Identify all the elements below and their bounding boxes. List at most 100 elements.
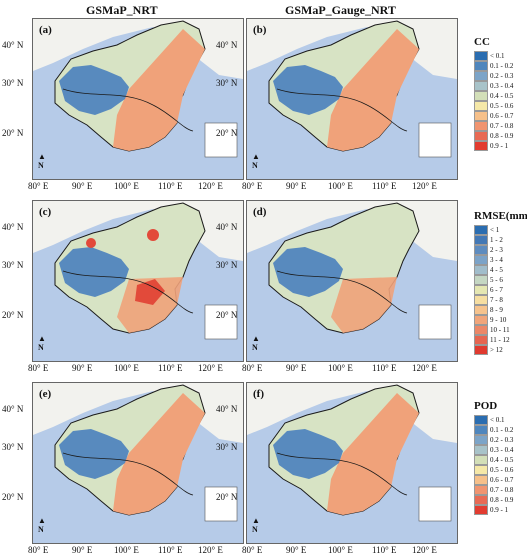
- latitude-label: 30° N: [2, 260, 24, 270]
- legend-item: 7 - 8: [474, 295, 527, 305]
- legend-item-label: 5 - 6: [490, 276, 503, 284]
- legend-item: 9 - 10: [474, 315, 527, 325]
- legend-item: 3 - 4: [474, 255, 527, 265]
- panel-label: (b): [253, 24, 267, 36]
- longitude-label: 110° E: [158, 363, 183, 373]
- legend-swatch: [474, 235, 488, 245]
- legend-item-label: 3 - 4: [490, 256, 503, 264]
- longitude-label: 90° E: [72, 363, 93, 373]
- legend-swatch: [474, 305, 488, 315]
- legend-item-label: 0.1 - 0.2: [490, 426, 514, 434]
- latitude-label: 30° N: [2, 78, 24, 88]
- latitude-label: 40° N: [2, 404, 24, 414]
- legend-swatch: [474, 435, 488, 445]
- legend-item: 0.3 - 0.4: [474, 81, 513, 91]
- legend-item: 6 - 7: [474, 285, 527, 295]
- legend-swatch: [474, 121, 488, 131]
- legend-swatch: [474, 91, 488, 101]
- legend-item-label: < 0.1: [490, 416, 505, 424]
- map-panel-a: (a) ▲ N: [32, 18, 244, 180]
- map-panel-e: (e) ▲ N: [32, 382, 244, 544]
- legend-item-label: 0.4 - 0.5: [490, 456, 514, 464]
- longitude-label: 80° E: [242, 545, 263, 555]
- longitude-label: 100° E: [114, 181, 139, 191]
- legend-rmse: RMSE(mm) < 1 1 - 2 2 - 3 3 - 4 4 - 5 5 - 6 6 - …: [474, 210, 527, 355]
- legend-item: 0.6 - 0.7: [474, 475, 513, 485]
- legend-item-label: < 0.1: [490, 52, 505, 60]
- north-label: N: [38, 525, 44, 534]
- legend-item-label: 0.7 - 0.8: [490, 486, 514, 494]
- legend-swatch: [474, 345, 488, 355]
- legend-item-label: 0.4 - 0.5: [490, 92, 514, 100]
- legend-item: 0.1 - 0.2: [474, 425, 513, 435]
- legend-item-label: 9 - 10: [490, 316, 507, 324]
- longitude-label: 100° E: [328, 545, 353, 555]
- legend-item: 0.5 - 0.6: [474, 101, 513, 111]
- longitude-label: 90° E: [72, 181, 93, 191]
- legend-item: 4 - 5: [474, 265, 527, 275]
- longitude-label: 80° E: [28, 545, 49, 555]
- legend-title: CC: [474, 36, 490, 48]
- legend-item: 0.3 - 0.4: [474, 445, 513, 455]
- legend-swatch: [474, 131, 488, 141]
- legend-item: 0.2 - 0.3: [474, 71, 513, 81]
- legend-item: 0.4 - 0.5: [474, 91, 513, 101]
- legend-item-label: 0.5 - 0.6: [490, 466, 514, 474]
- legend-swatch: [474, 415, 488, 425]
- legend-item-label: 11 - 12: [490, 336, 510, 344]
- legend-item-label: 10 - 11: [490, 326, 510, 334]
- legend-item: 10 - 11: [474, 325, 527, 335]
- longitude-label: 80° E: [242, 181, 263, 191]
- north-arrow-icon: ▲ N: [252, 516, 260, 534]
- longitude-label: 110° E: [372, 545, 397, 555]
- longitude-label: 120° E: [198, 363, 223, 373]
- panel-label: (e): [39, 388, 52, 400]
- panel-label: (f): [253, 388, 264, 400]
- legend-item-label: 0.1 - 0.2: [490, 62, 514, 70]
- latitude-label: 40° N: [2, 40, 24, 50]
- legend-item: < 1: [474, 225, 527, 235]
- north-arrow-icon: ▲ N: [38, 334, 46, 352]
- legend-item-label: 0.7 - 0.8: [490, 122, 514, 130]
- legend-item-label: 0.5 - 0.6: [490, 102, 514, 110]
- legend-item-label: 0.2 - 0.3: [490, 72, 514, 80]
- legend-item-label: 7 - 8: [490, 296, 503, 304]
- legend-swatch: [474, 445, 488, 455]
- legend-item: 0.4 - 0.5: [474, 455, 513, 465]
- legend-swatch: [474, 455, 488, 465]
- legend-swatch: [474, 295, 488, 305]
- longitude-label: 100° E: [328, 363, 353, 373]
- legend-swatch: [474, 425, 488, 435]
- legend-item-label: 1 - 2: [490, 236, 503, 244]
- longitude-label: 120° E: [412, 545, 437, 555]
- longitude-label: 110° E: [158, 545, 183, 555]
- legend-swatch: [474, 225, 488, 235]
- legend-swatch: [474, 465, 488, 475]
- legend-item: 0.8 - 0.9: [474, 131, 513, 141]
- latitude-label: 20° N: [2, 492, 24, 502]
- legend-item-label: 0.2 - 0.3: [490, 436, 514, 444]
- legend-item-label: 0.9 - 1: [490, 506, 509, 514]
- legend-item: 1 - 2: [474, 235, 527, 245]
- legend-item-label: 2 - 3: [490, 246, 503, 254]
- legend-item: < 0.1: [474, 415, 513, 425]
- legend-item-label: 0.8 - 0.9: [490, 496, 514, 504]
- legend-item-label: 8 - 9: [490, 306, 503, 314]
- north-arrow-icon: ▲ N: [252, 152, 260, 170]
- panel-label: (d): [253, 206, 267, 218]
- latitude-label: 40° N: [2, 222, 24, 232]
- legend-cc: CC < 0.1 0.1 - 0.2 0.2 - 0.3 0.3 - 0.4 0.4 - …: [474, 36, 513, 151]
- panel-label: (c): [39, 206, 52, 218]
- north-label: N: [38, 161, 44, 170]
- column-title-right: GSMaP_Gauge_NRT: [285, 3, 396, 17]
- latitude-label: 40° N: [216, 40, 238, 50]
- longitude-label: 100° E: [328, 181, 353, 191]
- panel-label: (a): [39, 24, 52, 36]
- latitude-label: 30° N: [216, 260, 238, 270]
- legend-item: 0.2 - 0.3: [474, 435, 513, 445]
- legend-swatch: [474, 505, 488, 515]
- north-label: N: [252, 525, 258, 534]
- legend-swatch: [474, 475, 488, 485]
- legend-swatch: [474, 71, 488, 81]
- longitude-label: 120° E: [198, 181, 223, 191]
